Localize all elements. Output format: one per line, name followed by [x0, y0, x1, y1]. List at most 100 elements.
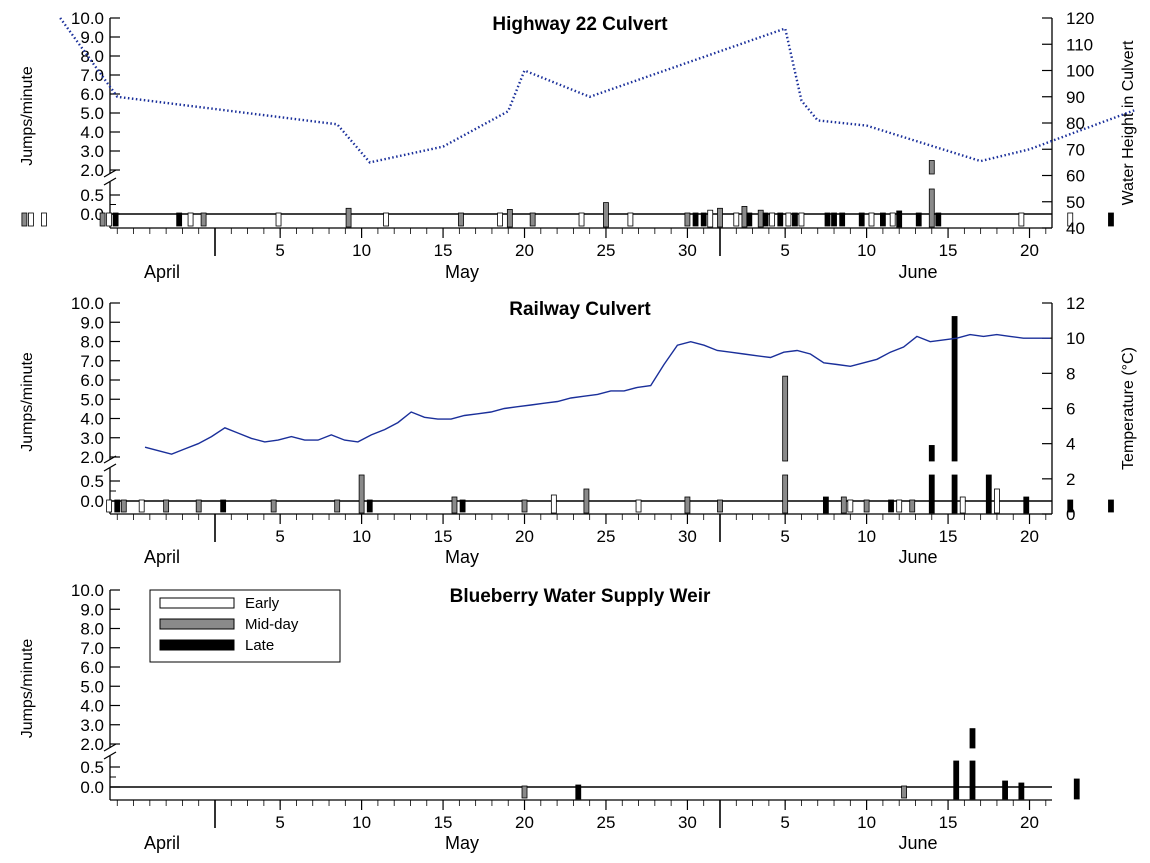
x-tick-label: 5	[275, 527, 284, 546]
y-right-tick-label: 100	[1066, 62, 1094, 81]
y-tick-label: 4.0	[80, 123, 104, 142]
x-tick-label: 25	[597, 813, 616, 832]
bar-early	[994, 488, 1000, 514]
bar-late	[896, 210, 903, 228]
bar-mid-day	[529, 212, 536, 227]
y-tick-label: 3.0	[80, 716, 104, 735]
x-tick-label: 10	[857, 241, 876, 260]
bar-early	[635, 499, 642, 513]
legend-label: Early	[245, 595, 280, 612]
y-right-tick-label: 0	[1066, 505, 1075, 524]
bar-mid-day	[909, 499, 916, 513]
panel-1: Highway 22 Culvert 10.09.08.07.06.05.04.0…	[19, 9, 1137, 282]
month-label: April	[144, 833, 180, 853]
month-label: June	[898, 833, 937, 853]
bar-early	[1018, 212, 1025, 227]
bar-early	[627, 212, 634, 227]
bar-early	[106, 499, 113, 513]
bar-early	[847, 499, 854, 513]
y-right-tick-label: 120	[1066, 9, 1094, 28]
bar-mid-day	[506, 209, 513, 228]
y-right-tick-label: 8	[1066, 364, 1075, 383]
bar-early	[138, 499, 145, 513]
y-tick-label: 8.0	[80, 47, 104, 66]
bar-mid-day	[840, 496, 847, 514]
y-tick-label: 10.0	[71, 581, 104, 600]
x-tick-label: 15	[434, 241, 453, 260]
bar-early	[868, 212, 875, 227]
bar-late	[915, 212, 922, 227]
legend: Early Mid-day Late	[149, 589, 341, 663]
bar-early	[1067, 212, 1074, 227]
y-tick-label: 5.0	[80, 390, 104, 409]
bar-mid-day	[195, 499, 202, 513]
bar-late	[1108, 499, 1114, 513]
y-tick-label: 9.0	[80, 28, 104, 47]
x-tick-label: 5	[780, 241, 789, 260]
x-tick-label: 15	[434, 527, 453, 546]
y-tick-label: 0.0	[80, 205, 104, 224]
axis-break	[103, 743, 117, 752]
bar-mid-day	[334, 499, 341, 513]
y-tick-label: 0.5	[80, 186, 104, 205]
bar-mid-day	[521, 499, 528, 513]
x-tick-label: 15	[939, 241, 958, 260]
y-axis-right-label: Water Height in Culvert	[1120, 40, 1137, 205]
axis-break	[103, 751, 117, 760]
legend-swatch	[159, 618, 235, 630]
bar-late	[1018, 782, 1025, 800]
bar-early	[106, 212, 113, 227]
bar-late	[176, 212, 183, 227]
bar-early	[959, 496, 966, 514]
bar-late	[935, 212, 942, 227]
bar-late	[366, 499, 373, 513]
bar-mid-day	[521, 785, 528, 799]
bar-late	[953, 760, 960, 800]
bar-late	[831, 212, 837, 227]
bar-late	[700, 212, 707, 227]
bar-early	[769, 212, 776, 227]
series-line	[59, 17, 1136, 164]
y-tick-label: 9.0	[80, 600, 104, 619]
y-axis-right-label: Temperature (°C)	[1120, 347, 1137, 470]
bar-late	[951, 474, 958, 514]
bar-mid-day	[928, 188, 935, 228]
month-label: May	[445, 262, 479, 282]
bar-early	[733, 212, 740, 227]
bar-late	[112, 212, 119, 227]
bar-late	[746, 212, 753, 227]
series-line	[144, 333, 1050, 455]
y-right-tick-label: 6	[1066, 400, 1075, 419]
y-right-tick-label: 110	[1066, 35, 1093, 54]
chart-title: Railway Culvert	[509, 299, 651, 320]
bar-late	[1002, 780, 1008, 800]
x-tick-label: 20	[515, 241, 534, 260]
y-right-tick-label: 70	[1066, 140, 1085, 159]
axis-break	[103, 177, 117, 186]
bar-late	[220, 499, 227, 513]
x-tick-label: 10	[352, 241, 371, 260]
x-tick-label: 15	[939, 813, 958, 832]
y-right-tick-label: 80	[1066, 114, 1085, 133]
bar-early	[41, 212, 47, 227]
y-tick-label: 10.0	[71, 294, 104, 313]
x-tick-label: 10	[857, 527, 876, 546]
y-tick-label: 4.0	[80, 697, 104, 716]
bar-early	[578, 212, 585, 227]
bar-late	[969, 728, 976, 749]
chart-title: Highway 22 Culvert	[492, 14, 668, 35]
legend-swatch	[159, 597, 235, 609]
month-label: April	[144, 262, 180, 282]
x-tick-label: 20	[1020, 527, 1039, 546]
bar-mid-day	[99, 212, 106, 227]
x-tick-label: 5	[275, 241, 284, 260]
bar-early	[383, 212, 389, 227]
y-tick-label: 7.0	[80, 352, 104, 371]
bar-mid-day	[901, 785, 907, 799]
panel-2: Railway Culvert 10.09.08.07.06.05.04.03.0…	[19, 294, 1137, 567]
x-tick-label: 20	[515, 527, 534, 546]
bar-mid-day	[863, 499, 870, 513]
bar-mid-day	[345, 207, 352, 228]
bar-mid-day	[583, 488, 590, 514]
